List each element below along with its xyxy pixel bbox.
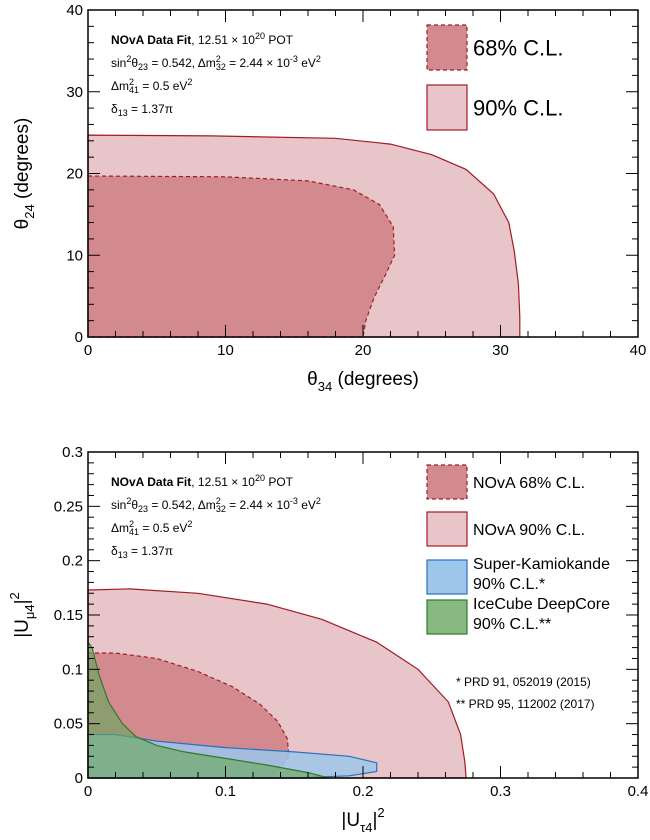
y-tick-label: 0 (75, 329, 83, 346)
contour-4 (87, 640, 329, 779)
legend-swatch (426, 84, 468, 131)
info-line-2: sin2θ23 = 0.542, Δm2 32 = 2.44 × 10-3 eV2 (111, 496, 321, 514)
x-tick-label: 0.1 (215, 783, 236, 800)
x-tick-label: 0 (84, 783, 92, 800)
legend-label: 90% C.L.* (473, 576, 545, 593)
x-tick-label: 40 (630, 342, 647, 359)
x-tick-label: 0.4 (628, 783, 649, 800)
panel-2: 0 0.1 0.2 0.3 0.4 0 0.05 0.1 0.15 0.2 0.25 0.3 |Uτ4|… (7, 444, 648, 835)
legend-label: NOvA 90% C.L. (473, 522, 585, 539)
legend-label: 68% C.L. (473, 36, 564, 61)
info-line-4: δ13 = 1.37π (111, 102, 173, 118)
x-tick-label: 0.3 (490, 783, 511, 800)
info-line-4: δ13 = 1.37π (111, 544, 173, 560)
info-line-1: NOvA Data Fit, 12.51 × 1020 POT (111, 473, 294, 489)
reference-note: ** PRD 95, 112002 (2017) (456, 697, 595, 711)
legend-swatch (426, 24, 468, 71)
y-tick-label: 0.05 (54, 716, 83, 733)
x-axis-label: θ34 (degrees) (307, 369, 419, 394)
info-line-3: Δm2 41 = 0.5 eV2 (111, 77, 192, 95)
y-tick-label: 0 (75, 770, 83, 787)
legend-swatch (426, 559, 468, 595)
x-axis-label: |Uτ4|2 (341, 805, 384, 835)
legend-swatch (426, 599, 468, 635)
x-tick-label: 10 (217, 342, 234, 359)
legend-label: 90% C.L.** (473, 616, 551, 633)
info-line-1: NOvA Data Fit, 12.51 × 1020 POT (111, 31, 294, 47)
y-tick-label: 0.1 (62, 661, 83, 678)
y-axis-label: |Uμ4|2 (7, 592, 37, 638)
info-line-2: sin2θ23 = 0.542, Δm2 32 = 2.44 × 10-3 eV2 (111, 54, 321, 72)
legend-label: Super-Kamiokande (473, 556, 610, 573)
reference-note: * PRD 91, 052019 (2015) (456, 675, 591, 689)
x-tick-label: 30 (492, 342, 509, 359)
y-tick-label: 0.25 (54, 498, 83, 515)
y-tick-label: 0.15 (54, 607, 83, 624)
y-tick-label: 10 (66, 247, 83, 264)
y-tick-label: 0.2 (62, 553, 83, 570)
legend-swatch (426, 511, 468, 547)
legend-label: 90% C.L. (473, 96, 564, 121)
legend-label: NOvA 68% C.L. (473, 475, 585, 492)
x-tick-label: 0 (84, 342, 92, 359)
x-tick-label: 0.2 (353, 783, 374, 800)
contour-2 (87, 175, 396, 338)
x-tick-label: 20 (355, 342, 372, 359)
y-tick-label: 20 (66, 166, 83, 183)
y-tick-label: 0.3 (62, 444, 83, 461)
y-tick-label: 40 (66, 2, 83, 19)
legend-label: IceCube DeepCore (473, 596, 610, 613)
y-axis-label: θ24 (degrees) (12, 118, 37, 230)
info-line-3: Δm2 41 = 0.5 eV2 (111, 519, 192, 537)
y-tick-label: 30 (66, 84, 83, 101)
legend-swatch (426, 464, 468, 500)
panel-1: 0 10 20 30 40 0 10 20 30 40 θ34 (degrees) θ24 (degr… (12, 2, 646, 394)
